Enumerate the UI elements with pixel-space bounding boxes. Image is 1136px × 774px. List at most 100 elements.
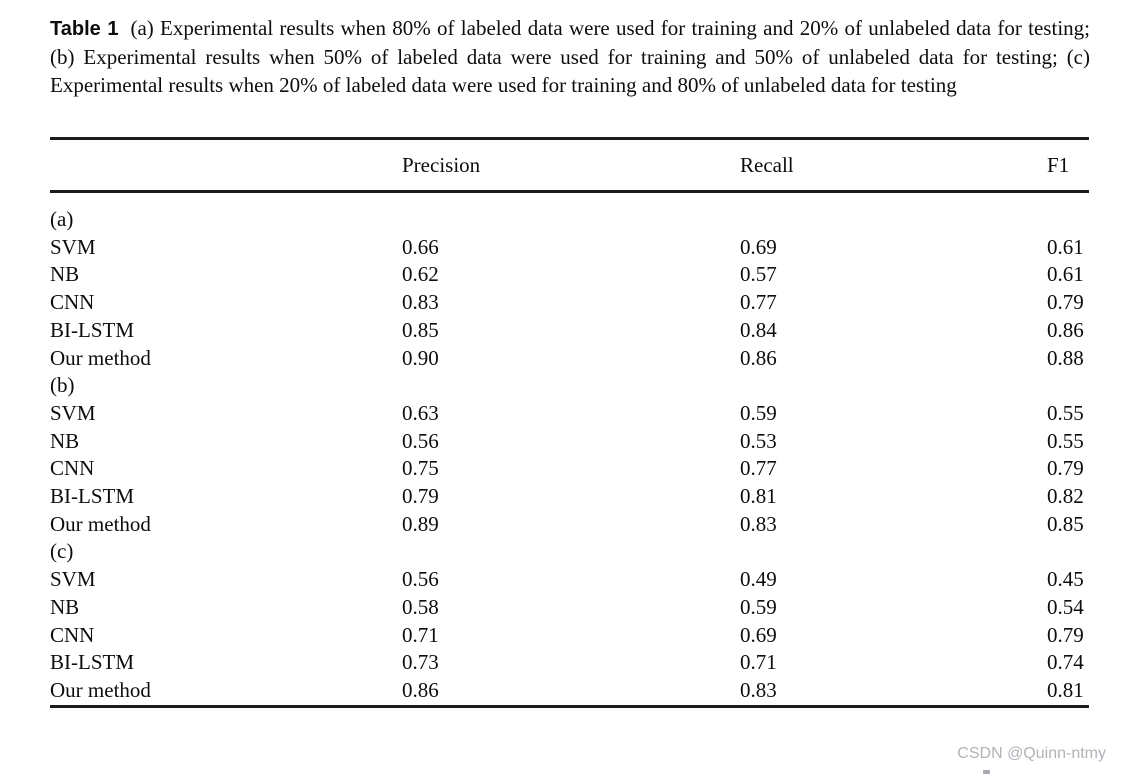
table-row: SVM 0.66 0.69 0.61	[50, 234, 1089, 262]
recall-cell: 0.49	[740, 567, 777, 592]
table-row: BI-LSTM 0.73 0.71 0.74	[50, 649, 1089, 677]
table-row: SVM 0.63 0.59 0.55	[50, 400, 1089, 428]
recall-cell: 0.59	[740, 400, 777, 425]
table-caption-label: Table 1	[50, 18, 119, 40]
precision-cell: 0.85	[402, 317, 439, 342]
table-row: Our method 0.89 0.83 0.85	[50, 511, 1089, 539]
f1-cell	[1047, 538, 1089, 566]
method-cell: BI-LSTM	[50, 317, 134, 342]
precision-cell: 0.66	[402, 234, 439, 259]
method-cell: SVM	[50, 400, 96, 425]
recall-cell: 0.69	[740, 234, 777, 259]
table-row: BI-LSTM 0.85 0.84 0.86	[50, 317, 1089, 345]
recall-cell: 0.81	[740, 484, 777, 509]
precision-cell: 0.58	[402, 594, 439, 619]
table-row: NB 0.58 0.59 0.54	[50, 594, 1089, 622]
recall-cell: 0.59	[740, 594, 777, 619]
method-cell: NB	[50, 262, 80, 287]
precision-cell: 0.63	[402, 400, 439, 425]
table-row: BI-LSTM 0.79 0.81 0.82	[50, 483, 1089, 511]
f1-cell: 0.61	[1047, 234, 1084, 259]
table-row: SVM 0.56 0.49 0.45	[50, 566, 1089, 594]
precision-cell: 0.90	[402, 345, 439, 370]
table-row: NB 0.62 0.57 0.61	[50, 261, 1089, 289]
table-caption: Table 1 (a) Experimental results when 80%…	[50, 14, 1090, 99]
precision-cell: 0.86	[402, 677, 439, 702]
f1-cell: 0.88	[1047, 345, 1084, 370]
csdn-watermark: CSDN @Quinn-ntmy	[957, 745, 1106, 762]
header-row: Precision Recall F1	[50, 137, 1089, 193]
precision-cell	[402, 372, 740, 400]
method-cell: SVM	[50, 567, 96, 592]
f1-cell: 0.86	[1047, 317, 1084, 342]
f1-cell: 0.45	[1047, 567, 1084, 592]
f1-cell: 0.79	[1047, 456, 1084, 481]
recall-cell: 0.83	[740, 511, 777, 536]
method-cell: CNN	[50, 622, 95, 647]
precision-cell: 0.89	[402, 511, 439, 536]
precision-cell: 0.62	[402, 262, 439, 287]
table-row: NB 0.56 0.53 0.55	[50, 428, 1089, 456]
col-header-precision: Precision	[402, 137, 740, 193]
recall-cell	[740, 372, 1047, 400]
f1-cell	[1047, 192, 1089, 234]
f1-cell: 0.85	[1047, 511, 1084, 536]
recall-cell: 0.57	[740, 262, 777, 287]
col-header-f1: F1	[1047, 137, 1089, 193]
recall-cell: 0.86	[740, 345, 777, 370]
results-table: Precision Recall F1 (a) SVM 0.66 0.69 0.…	[50, 137, 1089, 708]
recall-cell: 0.77	[740, 456, 777, 481]
f1-cell: 0.79	[1047, 290, 1084, 315]
section-label-cell: (c)	[50, 539, 74, 564]
method-cell: BI-LSTM	[50, 484, 134, 509]
f1-cell: 0.81	[1047, 677, 1084, 702]
recall-cell: 0.77	[740, 290, 777, 315]
precision-cell: 0.56	[402, 567, 439, 592]
method-cell: Our method	[50, 345, 151, 370]
recall-cell	[740, 538, 1047, 566]
watermark-partial-glyph	[983, 770, 990, 774]
table-row: Our method 0.86 0.83 0.81	[50, 677, 1089, 706]
method-cell: BI-LSTM	[50, 650, 134, 675]
recall-cell: 0.71	[740, 650, 777, 675]
precision-cell: 0.73	[402, 650, 439, 675]
precision-cell	[402, 192, 740, 234]
table-row: CNN 0.71 0.69 0.79	[50, 622, 1089, 650]
table-caption-text: (a) Experimental results when 80% of lab…	[50, 16, 1090, 97]
f1-cell: 0.74	[1047, 650, 1084, 675]
f1-cell: 0.61	[1047, 262, 1084, 287]
method-cell: NB	[50, 594, 80, 619]
section-row-a: (a)	[50, 192, 1089, 234]
f1-cell: 0.82	[1047, 484, 1084, 509]
f1-cell: 0.54	[1047, 594, 1084, 619]
f1-cell: 0.79	[1047, 622, 1084, 647]
section-label-cell: (b)	[50, 373, 75, 398]
table-row: Our method 0.90 0.86 0.88	[50, 345, 1089, 373]
precision-cell: 0.83	[402, 290, 439, 315]
f1-cell: 0.55	[1047, 400, 1084, 425]
method-cell: CNN	[50, 456, 95, 481]
precision-cell	[402, 538, 740, 566]
precision-cell: 0.71	[402, 622, 439, 647]
recall-cell: 0.83	[740, 677, 777, 702]
section-row-b: (b)	[50, 372, 1089, 400]
recall-cell: 0.53	[740, 428, 777, 453]
method-cell: Our method	[50, 511, 151, 536]
method-cell: Our method	[50, 677, 151, 702]
table-row: CNN 0.75 0.77 0.79	[50, 455, 1089, 483]
method-cell: CNN	[50, 290, 95, 315]
precision-cell: 0.79	[402, 484, 439, 509]
section-label-cell: (a)	[50, 207, 74, 231]
precision-cell: 0.75	[402, 456, 439, 481]
table-row: CNN 0.83 0.77 0.79	[50, 289, 1089, 317]
col-header-method	[50, 137, 402, 193]
f1-cell: 0.55	[1047, 428, 1084, 453]
col-header-recall: Recall	[740, 137, 1047, 193]
method-cell: SVM	[50, 234, 96, 259]
method-cell: NB	[50, 428, 80, 453]
f1-cell	[1047, 372, 1089, 400]
recall-cell	[740, 192, 1047, 234]
section-row-c: (c)	[50, 538, 1089, 566]
recall-cell: 0.84	[740, 317, 777, 342]
